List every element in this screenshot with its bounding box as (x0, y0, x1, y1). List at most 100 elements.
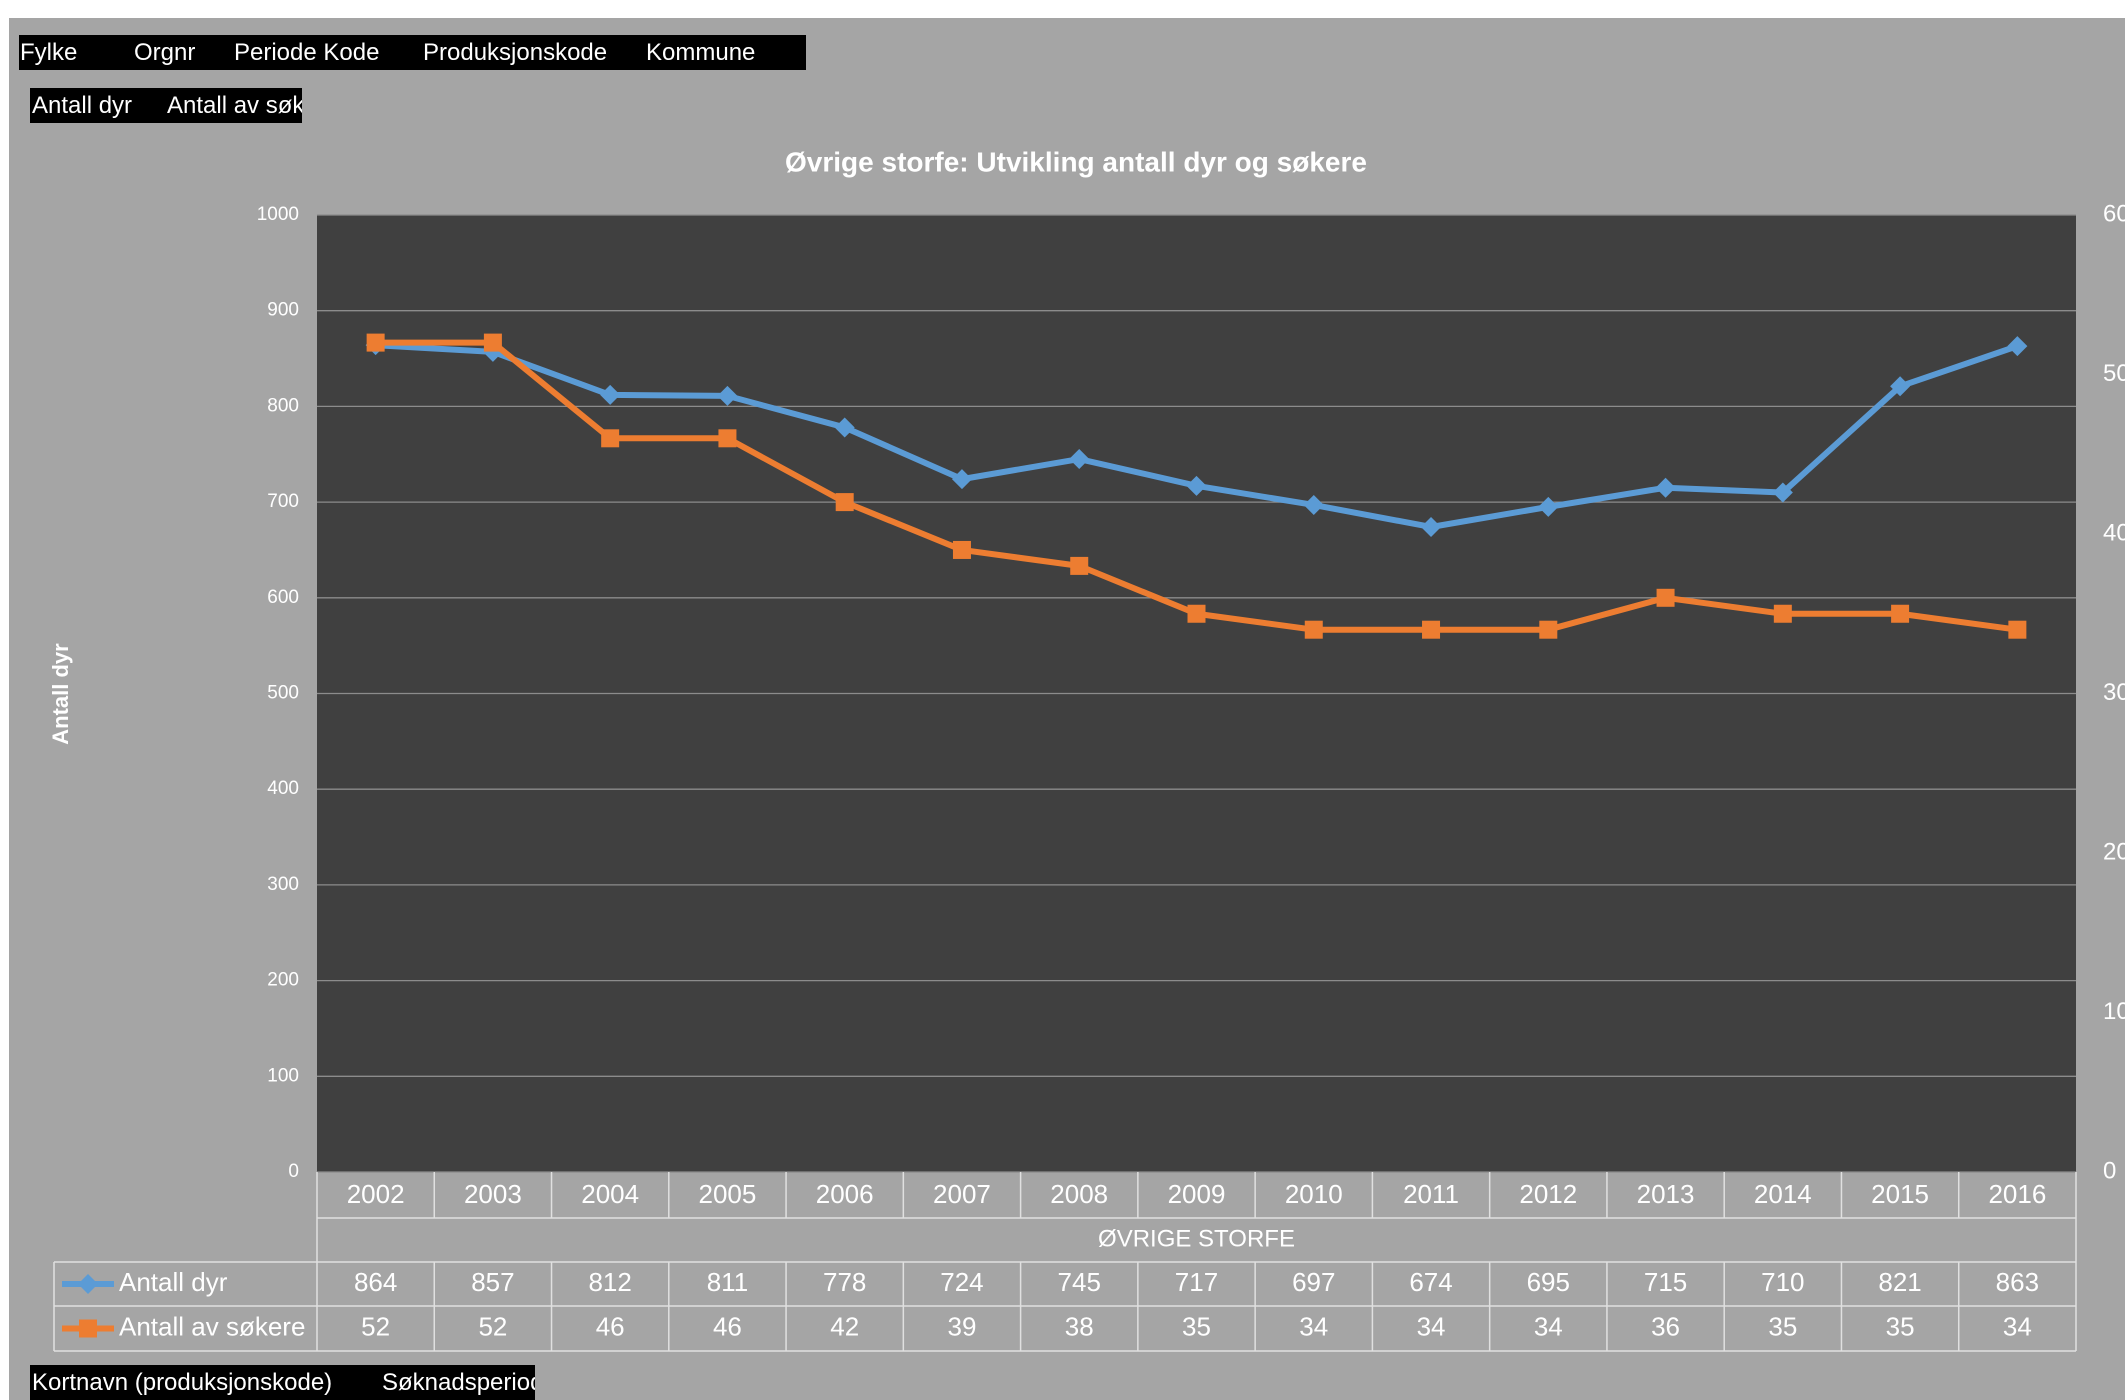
marker (366, 333, 385, 352)
x-tick-label: 2009 (1168, 1179, 1226, 1209)
legend-marker (79, 1319, 97, 1338)
table-value: 34 (1417, 1311, 1446, 1341)
marker (1890, 376, 1911, 397)
y-tick-label: 100 (267, 1065, 299, 1086)
legend-field[interactable]: Antall av søkere (167, 92, 302, 119)
marker (718, 429, 737, 448)
table-value: 46 (713, 1311, 742, 1341)
marker (834, 417, 855, 438)
marker (1891, 604, 1910, 623)
y2-tick-label: 0 (2103, 1157, 2116, 1184)
table-value: 715 (1644, 1267, 1687, 1297)
table-value: 35 (1182, 1311, 1211, 1341)
y-tick-label: 1000 (257, 204, 299, 225)
marker (1656, 588, 1675, 607)
y-axis-title: Antall dyr (48, 643, 73, 745)
legend-marker (78, 1274, 98, 1294)
y-tick-label: 300 (267, 874, 299, 895)
x-tick-label: 2007 (933, 1179, 991, 1209)
table-value: 778 (823, 1267, 866, 1297)
x-tick-label: 2013 (1637, 1179, 1695, 1209)
row-field[interactable]: Kortnavn (produksjonskode) (32, 1369, 333, 1396)
y-tick-label: 500 (267, 683, 299, 704)
table-value: 821 (1878, 1267, 1921, 1297)
marker (1539, 620, 1558, 639)
marker (1655, 477, 1676, 498)
y2-tick-label: 10 (2103, 998, 2125, 1025)
table-value: 46 (596, 1311, 625, 1341)
marker (600, 384, 621, 405)
table-value: 717 (1175, 1267, 1218, 1297)
table-value: 697 (1292, 1267, 1335, 1297)
x-tick-label: 2012 (1519, 1179, 1577, 1209)
filter-button[interactable]: Produksjonskode (423, 39, 608, 66)
marker (1772, 482, 1793, 503)
filter-button[interactable]: Periode Kode (234, 39, 380, 66)
legend-label: Antall av søkere (119, 1311, 305, 1341)
row-field-button[interactable]: Kortnavn (produksjonskode) Søknadsperiode (30, 1365, 535, 1400)
table-value: 674 (1409, 1267, 1452, 1297)
marker (1422, 620, 1441, 639)
chart-title: Øvrige storfe: Utvikling antall dyr og s… (785, 146, 1367, 177)
x-tick-label: 2003 (464, 1179, 522, 1209)
marker (951, 469, 972, 490)
row-field[interactable]: Søknadsperiode (382, 1369, 535, 1396)
legend-label: Antall dyr (119, 1267, 228, 1297)
table-value: 36 (1651, 1311, 1680, 1341)
x-tick-label: 2004 (581, 1179, 639, 1209)
marker (1304, 620, 1323, 639)
table-value: 710 (1761, 1267, 1804, 1297)
y2-tick-label: 60 (2103, 200, 2125, 227)
table-value: 745 (1058, 1267, 1101, 1297)
legend-field-button[interactable]: Antall dyr Antall av søkere (30, 88, 302, 123)
marker (1538, 496, 1559, 517)
table-value: 34 (2003, 1311, 2032, 1341)
table-value: 863 (1996, 1267, 2039, 1297)
table-value: 857 (471, 1267, 514, 1297)
table-value: 42 (830, 1311, 859, 1341)
table-value: 39 (948, 1311, 977, 1341)
x-tick-label: 2010 (1285, 1179, 1343, 1209)
table-value: 52 (478, 1311, 507, 1341)
marker (601, 429, 620, 448)
y2-tick-label: 50 (2103, 360, 2125, 387)
table-value: 34 (1534, 1311, 1563, 1341)
marker (1187, 604, 1206, 623)
filter-button[interactable]: Orgnr (134, 39, 196, 66)
marker (835, 493, 854, 512)
y2-tick-label: 40 (2103, 519, 2125, 546)
marker (952, 540, 971, 559)
marker (2008, 620, 2027, 639)
x-tick-label: 2006 (816, 1179, 874, 1209)
table-value: 695 (1527, 1267, 1570, 1297)
marker (1303, 494, 1324, 515)
x-tick-label: 2002 (347, 1179, 405, 1209)
x-tick-label: 2015 (1871, 1179, 1929, 1209)
x-tick-label: 2016 (1988, 1179, 2046, 1209)
y-tick-label: 800 (267, 395, 299, 416)
filter-button[interactable]: Kommune (646, 39, 756, 66)
x-tick-label: 2005 (699, 1179, 757, 1209)
y2-tick-label: 20 (2103, 838, 2125, 865)
y-tick-label: 400 (267, 778, 299, 799)
y-tick-label: 900 (267, 300, 299, 321)
filter-button[interactable]: Fylke (20, 39, 78, 66)
marker (1069, 449, 1090, 470)
table-value: 38 (1065, 1311, 1094, 1341)
marker (2007, 336, 2028, 357)
y-tick-label: 200 (267, 970, 299, 991)
table-value: 52 (361, 1311, 390, 1341)
x-tick-label: 2014 (1754, 1179, 1812, 1209)
table-value: 34 (1299, 1311, 1328, 1341)
table-value: 724 (940, 1267, 983, 1297)
marker (483, 333, 502, 352)
x-tick-label: 2008 (1050, 1179, 1108, 1209)
table-value: 35 (1886, 1311, 1915, 1341)
marker (1421, 516, 1442, 537)
marker (717, 385, 738, 406)
marker (1186, 475, 1207, 496)
table-value: 812 (588, 1267, 631, 1297)
table-value: 35 (1768, 1311, 1797, 1341)
legend-field[interactable]: Antall dyr (32, 92, 133, 119)
marker (1773, 604, 1792, 623)
